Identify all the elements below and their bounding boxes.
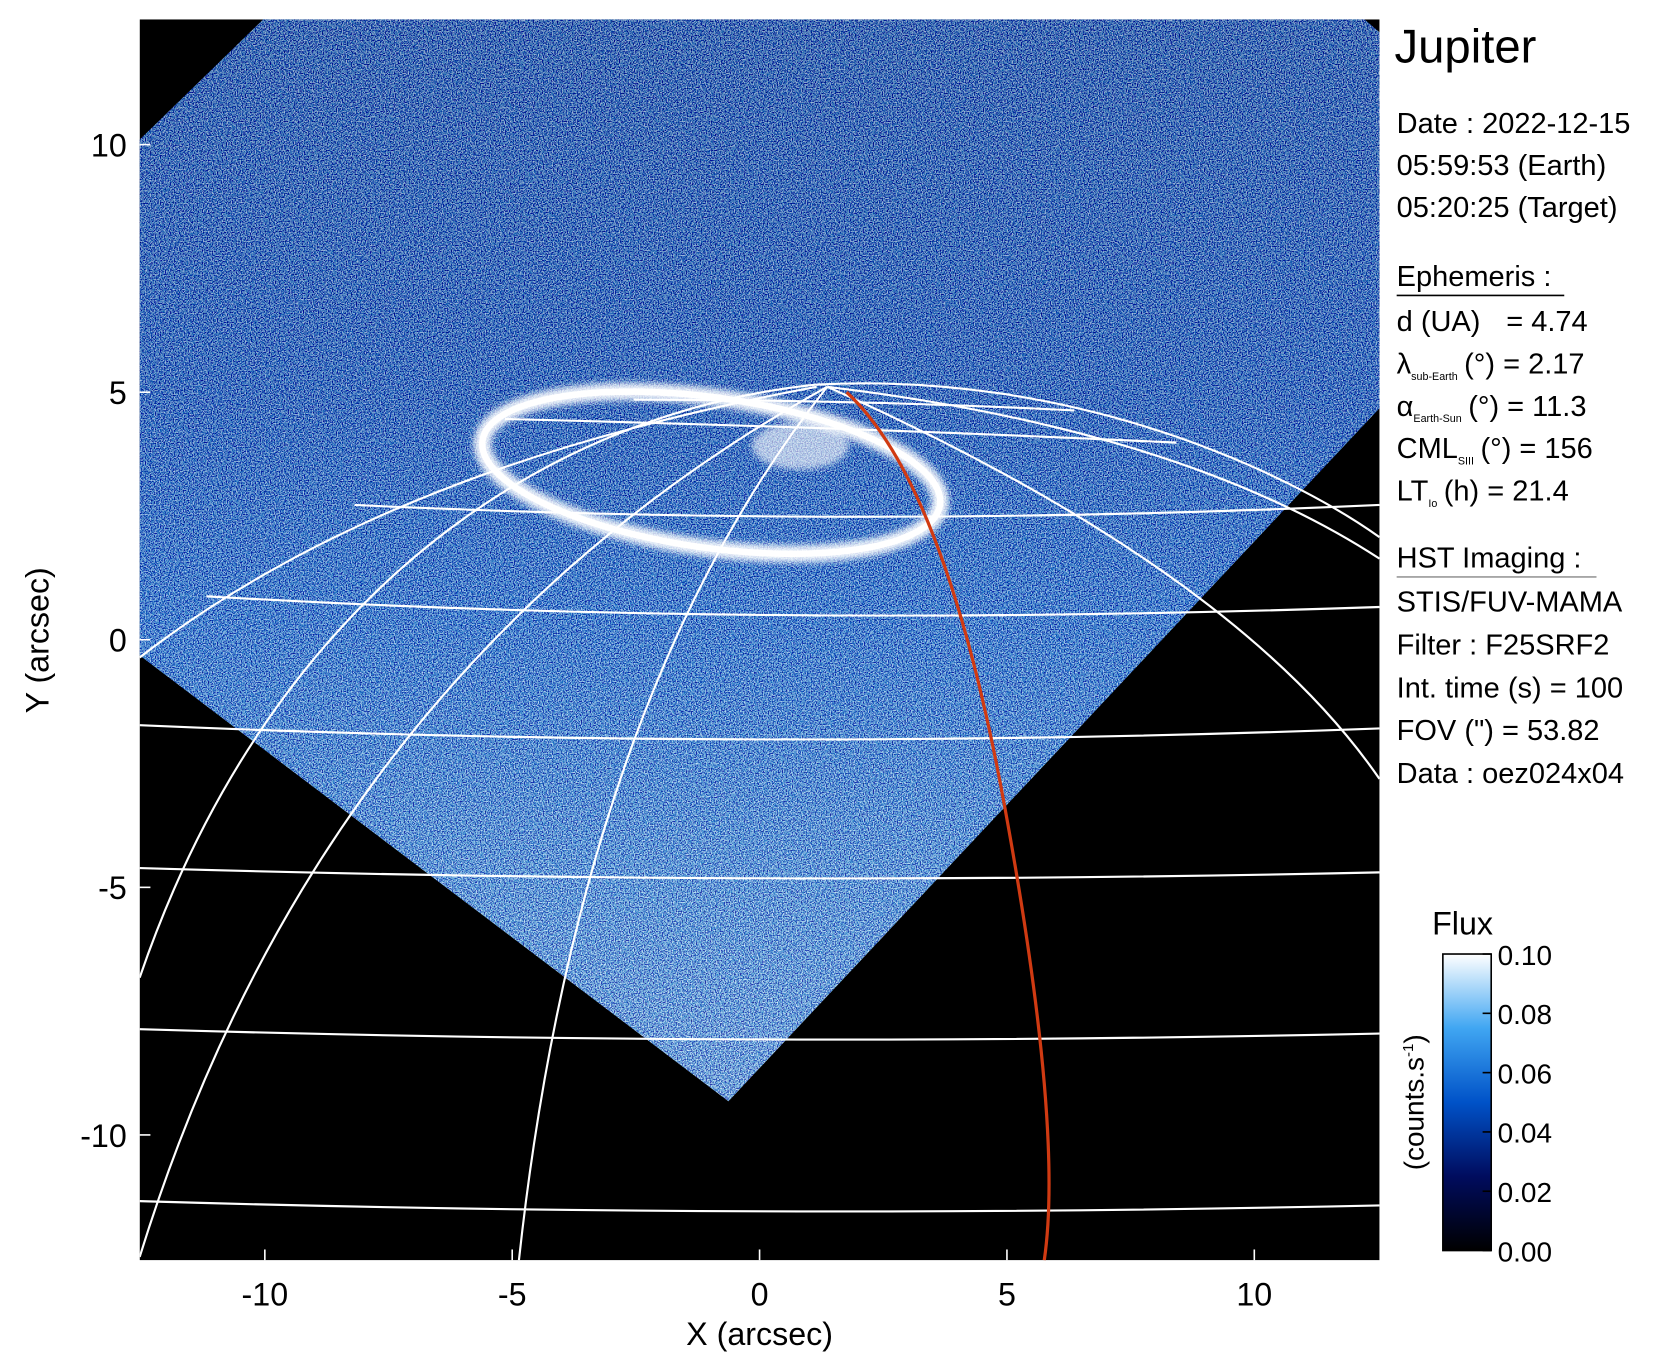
y-axis-label: Y (arcsec) (19, 567, 55, 713)
auroral-oval-core (479, 388, 944, 558)
subscript: Earth-Sun (1413, 413, 1461, 425)
subscript: Io (1428, 498, 1437, 510)
colorbar-tick-label: 0.10 (1498, 940, 1552, 971)
units-text: ) (1399, 1034, 1430, 1043)
imaging-line: Filter : F25SRF2 (1397, 629, 1610, 661)
subscript: SIII (1458, 456, 1474, 468)
colorbar-tick-label: 0.04 (1498, 1118, 1552, 1149)
symbol: λ (1397, 348, 1412, 380)
imaging-line: Data : oez024x04 (1397, 758, 1624, 790)
symbol: LT (1397, 476, 1429, 508)
symbol: α (1397, 391, 1414, 423)
x-tick-label: 0 (751, 1276, 769, 1312)
imaging-title: HST Imaging : (1397, 542, 1582, 574)
x-tick-label: 10 (1236, 1276, 1272, 1312)
colorbar-tick-label: 0.00 (1498, 1236, 1552, 1267)
value-text: (°) = 11.3 (1468, 391, 1586, 423)
value-text: = 4.74 (1506, 306, 1587, 338)
title: Jupiter (1395, 20, 1537, 73)
y-tick-label: -10 (80, 1118, 127, 1154)
units-text: (counts.s (1399, 1057, 1430, 1170)
ephemeris-title: Ephemeris : (1397, 261, 1552, 293)
colorbar-tick-label: 0.02 (1498, 1177, 1552, 1208)
colorbar-label: Flux (1432, 906, 1493, 942)
y-tick-label: 10 (91, 127, 127, 163)
colorbar-tick-label: 0.08 (1498, 999, 1552, 1030)
x-tick-label: 5 (998, 1276, 1016, 1312)
symbol: CML (1397, 433, 1458, 465)
date-line: Date : 2022-12-15 (1397, 108, 1631, 140)
y-tick-label: 0 (109, 623, 127, 659)
value-text: (°) = 156 (1480, 433, 1592, 465)
image (139, 19, 1380, 1261)
imaging-line: Int. time (s) = 100 (1397, 672, 1623, 704)
x-axis-label: X (arcsec) (686, 1316, 833, 1352)
planet-grid (139, 382, 1380, 1261)
ephemeris-line: αEarth-Sun (°) = 11.3 (1397, 391, 1587, 425)
colorbar (1442, 953, 1493, 1252)
imaging-line: STIS/FUV-MAMA (1397, 586, 1623, 618)
ephemeris-line: d (UA) = 4.74 (1397, 306, 1588, 338)
x-tick-label: -5 (498, 1276, 527, 1312)
central-meridian (845, 390, 1051, 1261)
value-text: (°) = 2.17 (1464, 348, 1584, 380)
colorbar-units: (counts.s-1) (1399, 1034, 1430, 1170)
subscript: sub-Earth (1411, 371, 1458, 383)
imaging-line: FOV (") = 53.82 (1397, 715, 1600, 747)
superscript: -1 (1400, 1044, 1417, 1057)
date-line: 05:20:25 (Target) (1397, 192, 1618, 224)
ephemeris-line: λsub-Earth (°) = 2.17 (1397, 348, 1585, 382)
ephemeris-line: LTIo (h) = 21.4 (1397, 476, 1569, 510)
colorbar-tick-label: 0.06 (1498, 1058, 1552, 1089)
symbol: d (UA) (1397, 306, 1481, 338)
date-line: 05:59:53 (Earth) (1397, 150, 1607, 182)
y-tick-label: 5 (109, 375, 127, 411)
ephemeris-line: CMLSIII (°) = 156 (1397, 433, 1593, 467)
y-tick-label: -5 (98, 870, 127, 906)
x-tick-label: -10 (242, 1276, 289, 1312)
value-text: (h) = 21.4 (1444, 476, 1569, 508)
